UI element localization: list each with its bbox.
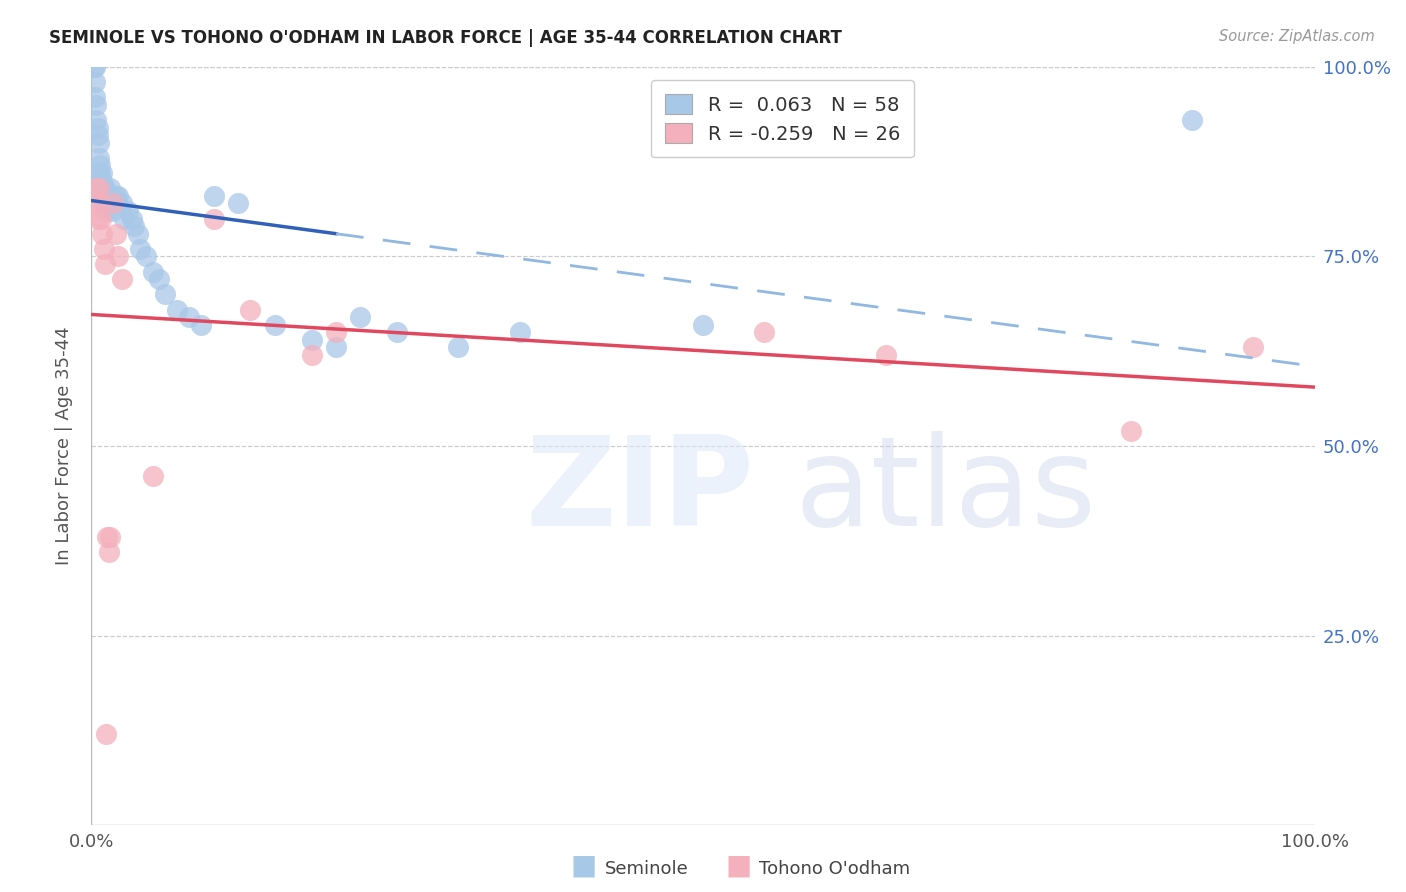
Point <box>93 181 115 195</box>
Text: atlas: atlas <box>794 431 1097 552</box>
Y-axis label: In Labor Force | Age 35-44: In Labor Force | Age 35-44 <box>55 326 73 566</box>
Point <box>84 90 107 104</box>
Point <box>94 189 117 203</box>
Point <box>754 325 776 339</box>
Point <box>264 318 287 332</box>
Point <box>301 333 323 347</box>
Point <box>121 211 143 226</box>
Point <box>325 340 347 354</box>
Point <box>84 112 107 127</box>
Point <box>84 60 107 74</box>
Point <box>93 242 115 256</box>
Point <box>90 181 112 195</box>
Point <box>111 196 134 211</box>
Point <box>349 310 371 325</box>
Text: Seminole: Seminole <box>605 860 689 878</box>
Text: ZIP: ZIP <box>526 431 755 552</box>
Point <box>98 181 121 195</box>
Point <box>112 211 135 226</box>
Point <box>166 302 188 317</box>
Point <box>1243 340 1265 354</box>
Point <box>1121 424 1143 438</box>
Point <box>202 211 225 226</box>
Point <box>86 211 108 226</box>
Point <box>127 227 149 241</box>
Point <box>692 318 714 332</box>
Point <box>89 166 111 180</box>
Point <box>83 60 105 74</box>
Point <box>84 98 107 112</box>
Point <box>239 302 262 317</box>
Point <box>105 196 128 211</box>
Point <box>98 189 121 203</box>
Point <box>153 287 176 301</box>
Point <box>875 348 898 362</box>
Point <box>94 203 117 218</box>
Point <box>97 545 120 559</box>
Point <box>98 530 121 544</box>
Point <box>103 196 125 211</box>
Point <box>90 211 112 226</box>
Text: Source: ZipAtlas.com: Source: ZipAtlas.com <box>1219 29 1375 44</box>
Point <box>122 219 145 233</box>
Point <box>87 181 110 195</box>
Point <box>385 325 409 339</box>
Point <box>101 203 124 218</box>
Point <box>96 189 118 203</box>
Point <box>509 325 531 339</box>
Point <box>117 203 139 218</box>
Point <box>89 159 111 173</box>
Point <box>179 310 201 325</box>
Point <box>135 249 157 264</box>
Point <box>107 249 129 264</box>
Point <box>141 469 163 483</box>
Point <box>96 530 118 544</box>
Point <box>91 173 114 188</box>
Point <box>97 196 120 211</box>
Point <box>86 128 108 142</box>
Point <box>94 181 117 195</box>
Point <box>91 227 114 241</box>
Point <box>129 242 152 256</box>
Point <box>93 189 115 203</box>
Point <box>1181 112 1204 127</box>
Point <box>104 189 127 203</box>
Text: ■: ■ <box>571 852 596 880</box>
Point <box>202 189 225 203</box>
Point <box>89 196 111 211</box>
Point <box>104 227 127 241</box>
Text: SEMINOLE VS TOHONO O'ODHAM IN LABOR FORCE | AGE 35-44 CORRELATION CHART: SEMINOLE VS TOHONO O'ODHAM IN LABOR FORC… <box>49 29 842 46</box>
Text: Tohono O'odham: Tohono O'odham <box>759 860 910 878</box>
Point <box>103 196 125 211</box>
Point <box>84 75 107 89</box>
Point <box>86 120 108 135</box>
Point <box>93 196 115 211</box>
Point <box>90 173 112 188</box>
Point <box>301 348 323 362</box>
Point <box>84 196 107 211</box>
Point <box>107 189 129 203</box>
Text: ■: ■ <box>725 852 751 880</box>
Point <box>226 196 249 211</box>
Point <box>190 318 212 332</box>
Point <box>94 196 117 211</box>
Point <box>148 272 170 286</box>
Point <box>94 257 117 271</box>
Point <box>87 136 110 150</box>
Legend: R =  0.063   N = 58, R = -0.259   N = 26: R = 0.063 N = 58, R = -0.259 N = 26 <box>651 80 914 158</box>
Point <box>87 151 110 165</box>
Point <box>141 264 163 278</box>
Point <box>94 727 117 741</box>
Point <box>100 196 122 211</box>
Point <box>84 181 107 195</box>
Point <box>111 272 134 286</box>
Point <box>325 325 347 339</box>
Point <box>91 166 114 180</box>
Point <box>447 340 470 354</box>
